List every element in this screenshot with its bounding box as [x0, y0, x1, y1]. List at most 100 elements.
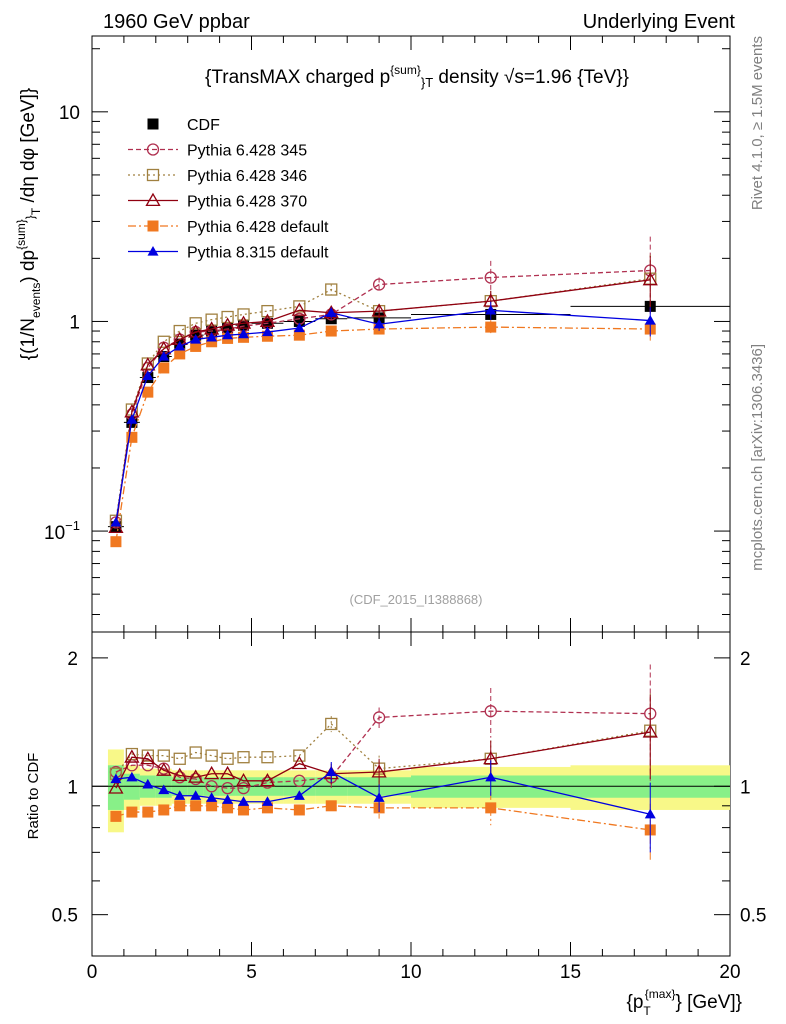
ratio-point: [190, 790, 202, 800]
ratio-point: [235, 772, 252, 787]
data-point: [108, 519, 124, 534]
x-tick-label: 5: [246, 962, 257, 983]
ratio-point: [158, 784, 170, 795]
legend-label: Pythia 6.428 345: [187, 143, 307, 160]
data-point: [293, 300, 306, 313]
y-tick-label: 10: [59, 103, 80, 124]
ratio-point: [206, 800, 218, 812]
ratio-point: [110, 810, 122, 822]
y-tick-label: 1: [69, 312, 80, 333]
ratio-point: [142, 778, 154, 789]
ratio-point: [156, 762, 172, 776]
side-rivet-label: Rivet 4.1.0, ≥ 1.5M events: [749, 36, 766, 210]
data-point: [644, 315, 656, 325]
series-line: [115, 279, 651, 528]
data-point: [126, 414, 138, 424]
ratio-point: [291, 755, 307, 770]
series-pythia-6-428-345: [109, 236, 657, 529]
ratio-point: [261, 776, 274, 789]
ratio-point: [190, 800, 202, 812]
data-point: [222, 329, 234, 340]
legend-marker: [147, 118, 159, 130]
data-point: [110, 516, 122, 527]
legend-label: CDF: [187, 117, 220, 134]
ratio-point: [173, 771, 186, 784]
data-point: [373, 318, 385, 329]
ratio-point: [293, 749, 306, 762]
data-point: [158, 362, 170, 374]
legend: CDF Pythia 6.428 345 Pythia 6.428 346 Pythi…: [128, 117, 329, 262]
y-tick-label: 10−1: [44, 518, 80, 544]
data-point: [189, 317, 202, 330]
legend-entry-pythia-6-428-370: Pythia 6.428 370: [128, 192, 307, 211]
ratio-point: [126, 771, 138, 782]
data-point: [325, 307, 337, 317]
data-point: [142, 386, 154, 398]
ratio-uncertainty-band: [92, 749, 730, 833]
data-point: [157, 335, 170, 348]
ratio-point: [206, 792, 218, 802]
ratio-point: [140, 750, 156, 765]
x-tick-label: 0: [87, 962, 98, 983]
side-mcplots-label: mcplots.cern.ch [arXiv:1306.3436]: [749, 344, 766, 571]
legend-marker: [146, 143, 160, 156]
ratio-y-axis-label: Ratio to CDF: [25, 753, 42, 840]
ratio-point: [259, 772, 276, 787]
ratio-point: [108, 780, 124, 794]
series-pythia-6-428-default: [110, 318, 656, 548]
data-point: [237, 308, 250, 321]
data-point: [261, 326, 273, 337]
analysis-watermark: (CDF_2015_I1388868): [350, 592, 483, 607]
ratio-point: [325, 800, 337, 812]
ratio-point: [221, 752, 234, 765]
ratio-point: [126, 806, 138, 818]
legend-entry-pythia-6-428-345: Pythia 6.428 345: [128, 143, 307, 160]
legend-marker: [147, 246, 159, 256]
ratio-point: [189, 772, 202, 786]
ratio-point: [157, 749, 170, 762]
axes: 0 5 10 15 20 1 10 10−1 0.5 0.5 1 1 2 2: [44, 36, 766, 983]
ratio-point: [204, 765, 220, 780]
ratio-point: [325, 766, 337, 777]
ratio-point: [219, 765, 236, 780]
series-line: [115, 278, 651, 521]
ratio-point: [221, 781, 234, 795]
ratio-point: [293, 774, 306, 787]
ratio-y-tick-label-right: 2: [740, 649, 751, 670]
ratio-point: [261, 751, 274, 764]
data-point: [173, 324, 186, 338]
data-point: [140, 357, 156, 371]
ratio-series-pythia-8-315-default: [110, 760, 656, 853]
ratio-point: [222, 794, 234, 804]
ratio-point: [484, 705, 497, 718]
data-point: [142, 370, 154, 380]
data-point: [205, 313, 218, 326]
ratio-point: [125, 747, 139, 761]
ratio-point: [238, 796, 250, 806]
ratio-point: [142, 806, 154, 818]
data-point: [371, 303, 387, 317]
ratio-point: [642, 724, 658, 738]
series-line: [115, 269, 651, 523]
x-axis-label: {pT{max}} [GeV]}: [627, 987, 743, 1018]
legend-label: Pythia 8.315 default: [187, 245, 329, 262]
legend-entry-pythia-6-428-default: Pythia 6.428 default: [128, 219, 329, 236]
header-left: 1960 GeV ppbar: [103, 11, 250, 33]
ratio-point: [189, 746, 202, 759]
data-point: [484, 271, 497, 284]
ratio-point: [261, 796, 273, 806]
legend-marker: [147, 220, 159, 232]
legend-label: Pythia 6.428 370: [187, 194, 307, 211]
ratio-line: [115, 723, 651, 775]
data-point: [259, 313, 276, 327]
ratio-point: [205, 749, 218, 762]
ratio-point: [141, 749, 154, 762]
data-point: [293, 329, 305, 341]
ratio-series: [108, 664, 658, 861]
data-point: [642, 271, 658, 286]
main-series: [107, 236, 730, 548]
legend-label: Pythia 6.428 346: [187, 168, 307, 185]
ratio-point: [238, 804, 250, 816]
ratio-point: [205, 780, 218, 793]
